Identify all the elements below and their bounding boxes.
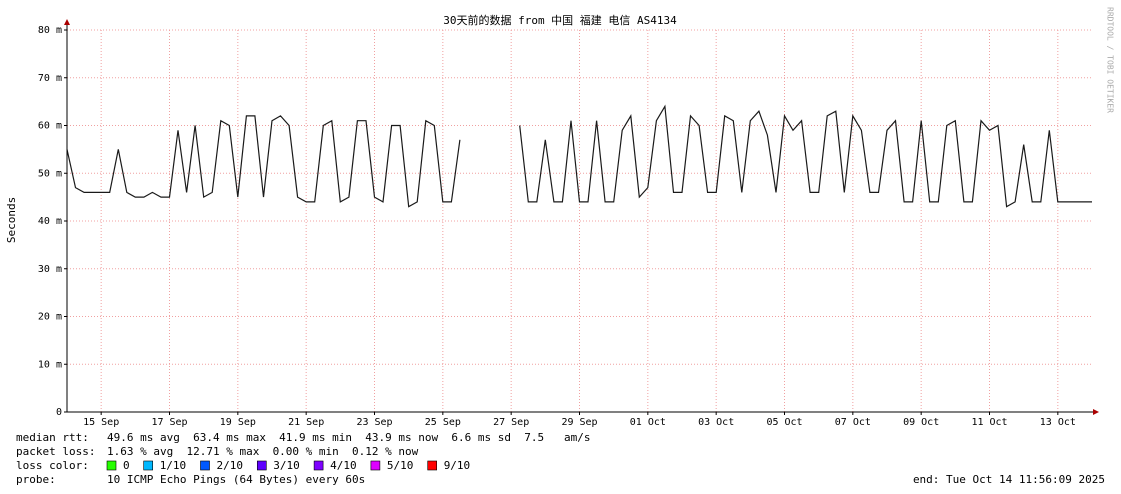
y-tick-label: 60 m (38, 121, 62, 132)
legend-label: 4/10 (330, 459, 357, 472)
stats-label: probe: (16, 473, 56, 486)
x-tick-label: 27 Sep (493, 417, 529, 428)
y-tick-label: 20 m (38, 312, 62, 323)
y-tick-label: 10 m (38, 359, 62, 370)
y-tick-label: 80 m (38, 25, 62, 36)
stats-label: loss color: (16, 459, 89, 472)
legend-swatch (370, 460, 381, 471)
x-tick-label: 23 Sep (356, 417, 392, 428)
plot (66, 29, 1092, 413)
legend-label: 0 (123, 459, 130, 472)
y-tick-label: 0 (56, 407, 62, 418)
chart-title: 30天前的数据 from 中国 福建 电信 AS4134 (443, 13, 677, 27)
stats-label: packet loss: (16, 445, 95, 458)
end-time: end: Tue Oct 14 11:56:09 2025 (913, 473, 1105, 486)
axis-arrow (1093, 409, 1099, 415)
y-tick-label: 40 m (38, 216, 62, 227)
stats: 10 ICMP Echo Pings (64 Bytes) every 60s (107, 473, 365, 486)
x-tick-label: 15 Sep (83, 417, 119, 428)
x-tick-label: 05 Oct (766, 417, 802, 428)
legend-swatch (143, 460, 153, 471)
y-tick-label: 70 m (38, 73, 62, 84)
x-tick-label: 17 Sep (151, 417, 187, 428)
legend-label: 3/10 (273, 459, 300, 472)
legend-swatch (313, 460, 324, 471)
x-tick-label: 19 Sep (220, 417, 256, 428)
x-tick-label: 09 Oct (903, 417, 939, 428)
legend: 0 1/10 2/10 3/10 4/10 5/10 9/10 (106, 459, 471, 472)
legend-label: 5/10 (387, 459, 414, 472)
x-tick-label: 25 Sep (425, 417, 461, 428)
legend-label: 9/10 (444, 459, 471, 472)
x-tick-label: 13 Oct (1040, 417, 1076, 428)
y-axis-label: Seconds (5, 197, 18, 243)
legend-swatch (427, 460, 438, 471)
y-tick-label: 50 m (38, 168, 62, 179)
legend-swatch (256, 460, 267, 471)
y-tick-label: 30 m (38, 264, 62, 275)
x-tick-label: 03 Oct (698, 417, 734, 428)
stats: 49.6 ms avg 63.4 ms max 41.9 ms min 43.9… (107, 431, 590, 444)
legend-label: 1/10 (160, 459, 187, 472)
x-tick-label: 29 Sep (561, 417, 597, 428)
stats-label: median rtt: (16, 431, 89, 444)
x-tick-label: 01 Oct (630, 417, 666, 428)
axis-arrow (64, 19, 70, 25)
x-tick-label: 07 Oct (835, 417, 871, 428)
legend-swatch (200, 460, 210, 471)
side-note: RRDTOOL / TOBI OETIKER (1106, 7, 1115, 113)
stats: 1.63 % avg 12.71 % max 0.00 % min 0.12 %… (107, 445, 419, 458)
x-tick-label: 21 Sep (288, 417, 324, 428)
legend-label: 2/10 (217, 459, 244, 472)
legend-swatch (106, 460, 117, 471)
x-tick-label: 11 Oct (971, 417, 1007, 428)
series-line (66, 104, 1092, 208)
